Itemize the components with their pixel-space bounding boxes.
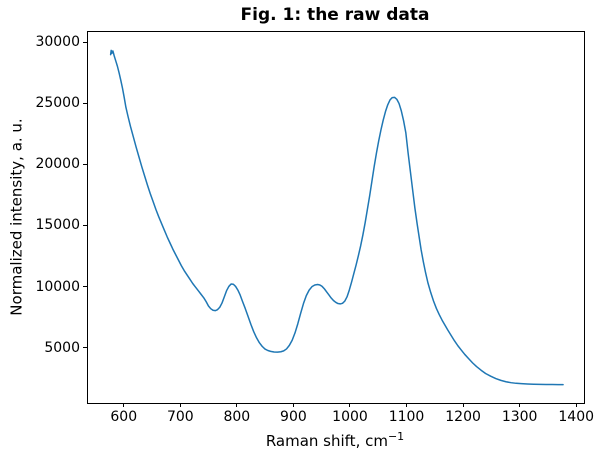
y-tick-label: 20000 xyxy=(35,156,80,173)
y-tick xyxy=(83,102,87,104)
axes-frame xyxy=(87,31,585,404)
y-tick-label: 5000 xyxy=(44,339,80,356)
x-tick xyxy=(406,403,408,407)
data-line xyxy=(109,49,564,386)
x-tick xyxy=(179,403,181,407)
plot-title: Fig. 1: the raw data xyxy=(240,5,430,25)
x-tick-label: 900 xyxy=(280,409,307,425)
x-axis-label: Raman shift, cm−1 xyxy=(87,427,583,451)
x-axis-label-text: Raman shift, cm xyxy=(265,432,388,450)
x-tick xyxy=(519,403,521,407)
y-tick xyxy=(83,163,87,165)
y-tick xyxy=(83,41,87,43)
x-tick-label: 1000 xyxy=(332,409,368,425)
x-tick-label: 1200 xyxy=(445,409,481,425)
plot-canvas xyxy=(109,49,564,386)
y-tick-label: 25000 xyxy=(35,95,80,112)
x-tick xyxy=(123,403,125,407)
x-tick xyxy=(292,403,294,407)
y-tick xyxy=(83,286,87,288)
y-tick-label: 15000 xyxy=(35,217,80,234)
x-tick-label: 700 xyxy=(166,409,194,425)
x-tick-label: 1300 xyxy=(501,409,538,425)
y-tick-label: 30000 xyxy=(35,34,80,50)
x-tick xyxy=(575,403,577,407)
x-axis-label-superscript: −1 xyxy=(387,430,405,443)
x-tick xyxy=(349,403,351,407)
x-tick xyxy=(462,403,464,407)
x-tick-label: 1400 xyxy=(558,409,595,425)
y-tick-label: 10000 xyxy=(35,278,80,295)
x-tick-label: 1100 xyxy=(388,409,425,425)
x-tick-label: 800 xyxy=(223,409,251,425)
y-tick xyxy=(83,224,87,226)
y-tick xyxy=(83,347,87,349)
x-tick xyxy=(236,403,238,407)
x-tick-label: 600 xyxy=(110,409,138,425)
